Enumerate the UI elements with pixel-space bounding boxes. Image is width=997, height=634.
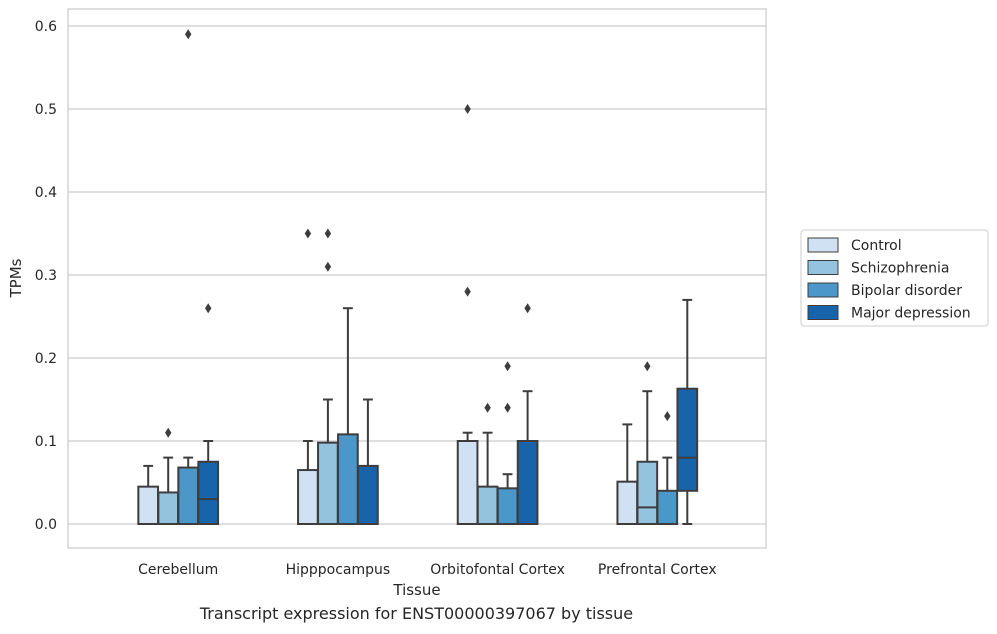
legend-swatch [807, 305, 839, 320]
outlier-point [504, 402, 511, 413]
outlier-point [644, 361, 651, 372]
outlier-point [205, 303, 212, 314]
outlier-point [504, 361, 511, 372]
outlier-point [664, 411, 671, 422]
box-body [157, 491, 180, 525]
box-body [676, 387, 699, 492]
outlier-point [464, 286, 471, 297]
outlier-point [324, 261, 332, 272]
box-major-depression [516, 303, 539, 525]
y-tick-labels: 0.0 0.1 0.2 0.3 0.4 0.5 0.6 [35, 19, 57, 533]
outlier-point [185, 29, 192, 40]
box-body [496, 487, 519, 525]
y-tick-label: 0.3 [35, 268, 57, 284]
x-tick-label: Hipppocampus [286, 562, 391, 578]
box-bipolar-disorder [337, 307, 359, 525]
x-axis-title: Tissue [392, 581, 440, 599]
box-body [137, 485, 160, 525]
y-tick-label: 0.6 [35, 19, 57, 35]
box-body [297, 469, 319, 525]
box-schizophrenia [476, 402, 499, 525]
box-control [616, 423, 639, 526]
box-body [516, 440, 539, 525]
box-body [476, 485, 499, 525]
legend-items: Control Schizophrenia Bipolar disorder Majo… [807, 237, 971, 322]
legend-swatch [807, 282, 839, 298]
box-body [197, 460, 220, 525]
plot-background [68, 9, 766, 548]
box-body [656, 489, 679, 525]
outlier-point [324, 228, 332, 239]
legend-label: Major depression [851, 306, 971, 322]
box-bipolar-disorder [656, 411, 679, 525]
outlier-point [165, 427, 172, 438]
figure-caption: Transcript expression for ENST0000039706… [199, 604, 634, 623]
box-schizophrenia [157, 427, 180, 525]
y-tick-label: 0.4 [35, 185, 57, 201]
legend-frame [800, 229, 989, 327]
plot-frame [67, 8, 767, 549]
outlier-point [464, 104, 471, 114]
y-tick-label: 0.2 [35, 351, 57, 367]
legend-label: Schizophrenia [851, 261, 949, 277]
grid-lines [68, 25, 766, 525]
y-tick-label: 0.1 [35, 434, 57, 450]
box-major-depression [197, 303, 220, 525]
x-tick-label: Cerebellum [138, 562, 218, 578]
outlier-point [524, 303, 531, 314]
box-body [177, 466, 200, 525]
x-tick-labels: Cerebellum Hipppocampus Orbitofontal Corte… [138, 562, 717, 578]
y-tick-label: 0.0 [35, 517, 57, 533]
box-control [297, 228, 319, 525]
box-body [636, 460, 659, 525]
box-body [456, 440, 479, 525]
legend: Control Schizophrenia Bipolar disorder Majo… [800, 229, 989, 327]
legend-label: Bipolar disorder [851, 283, 962, 299]
outlier-point [304, 228, 312, 239]
outlier-point [484, 402, 491, 413]
box-body [616, 480, 639, 526]
box-major-depression [676, 298, 699, 525]
box-body [337, 433, 359, 525]
box-groups [137, 29, 699, 526]
box-control [456, 104, 479, 525]
box-major-depression [357, 398, 379, 525]
legend-swatch [807, 260, 839, 275]
y-axis-title: TPMs [7, 258, 25, 298]
box-body [317, 441, 339, 525]
legend-swatch [807, 237, 839, 253]
legend-label: Control [851, 238, 902, 254]
x-tick-label: Orbitofontal Cortex [430, 562, 565, 578]
x-tick-label: Prefrontal Cortex [598, 562, 717, 578]
y-tick-label: 0.5 [35, 102, 57, 118]
box-body [357, 464, 379, 525]
